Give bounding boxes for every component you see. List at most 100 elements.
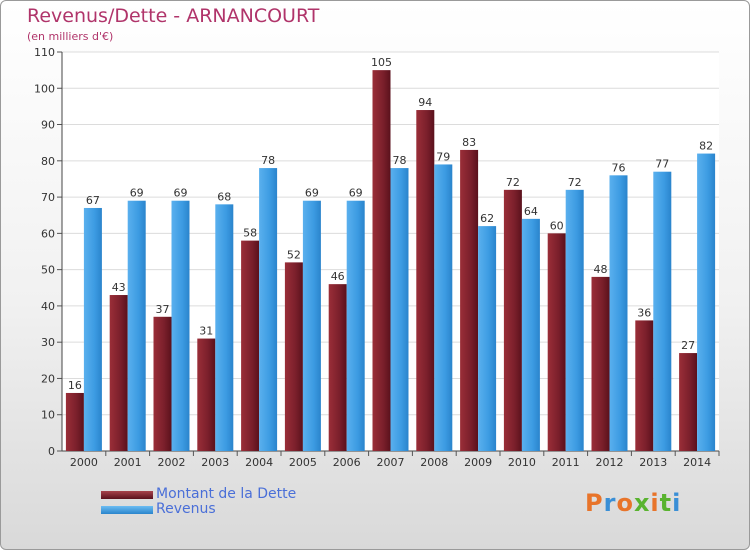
bar-dette — [547, 233, 566, 451]
data-label-dette: 37 — [156, 303, 170, 316]
bar-dette — [197, 338, 216, 451]
bar-revenus — [697, 153, 716, 451]
data-label-revenus: 77 — [655, 158, 669, 171]
bar-dette — [416, 110, 435, 451]
legend-item-dette: Montant de la Dette — [101, 487, 296, 502]
y-tick-label: 40 — [41, 300, 55, 313]
bar-dette — [153, 316, 172, 451]
data-label-revenus: 69 — [349, 187, 363, 200]
x-tick-label: 2006 — [333, 456, 361, 469]
bar-revenus — [478, 226, 497, 451]
legend-label-revenus: Revenus — [156, 501, 216, 517]
data-label-dette: 48 — [594, 263, 608, 276]
data-label-dette: 58 — [243, 227, 257, 240]
data-label-revenus: 62 — [480, 212, 494, 225]
data-label-revenus: 69 — [130, 187, 144, 200]
bar-revenus — [215, 204, 234, 451]
bar-revenus — [653, 171, 672, 451]
data-label-revenus: 79 — [436, 150, 450, 163]
data-label-dette: 60 — [550, 219, 564, 232]
logo-letter: x — [633, 489, 651, 517]
chart-subtitle: (en milliers d'€) — [27, 30, 114, 43]
x-tick-label: 2007 — [377, 456, 405, 469]
bar-dette — [109, 295, 128, 451]
data-label-dette: 94 — [418, 96, 432, 109]
data-label-dette: 83 — [462, 136, 476, 149]
bar-revenus — [390, 168, 409, 451]
y-tick-label: 10 — [41, 409, 55, 422]
x-tick-label: 2008 — [420, 456, 448, 469]
data-label-dette: 105 — [371, 56, 392, 69]
chart-title: Revenus/Dette - ARNANCOURT — [27, 5, 320, 27]
bar-revenus — [259, 168, 278, 451]
bar-revenus — [521, 218, 540, 451]
data-label-dette: 72 — [506, 176, 520, 189]
legend: Montant de la Dette Revenus — [101, 487, 296, 517]
bar-revenus — [346, 200, 365, 451]
x-tick-label: 2009 — [464, 456, 492, 469]
y-tick-label: 90 — [41, 119, 55, 132]
bar-dette — [679, 353, 698, 451]
legend-swatch-dette — [101, 490, 153, 499]
bar-revenus — [565, 189, 584, 451]
legend-item-revenus: Revenus — [101, 502, 296, 517]
y-tick-label: 110 — [34, 46, 55, 59]
x-tick-label: 2013 — [639, 456, 667, 469]
x-tick-label: 2003 — [201, 456, 229, 469]
data-label-revenus: 76 — [612, 161, 626, 174]
data-label-dette: 36 — [637, 306, 651, 319]
bar-revenus — [302, 200, 321, 451]
data-label-revenus: 67 — [86, 194, 100, 207]
data-label-revenus: 69 — [174, 187, 188, 200]
data-label-dette: 27 — [681, 339, 695, 352]
bar-dette — [460, 149, 479, 451]
logo-letter: t — [659, 489, 673, 517]
data-label-revenus: 64 — [524, 205, 538, 218]
logo-letter: i — [650, 489, 660, 517]
bar-dette — [241, 240, 260, 451]
data-label-revenus: 69 — [305, 187, 319, 200]
bar-revenus — [434, 164, 453, 452]
x-tick-label: 2004 — [245, 456, 273, 469]
data-label-dette: 46 — [331, 270, 345, 283]
logo-letter: i — [672, 489, 682, 517]
x-tick-label: 2014 — [683, 456, 711, 469]
data-label-dette: 16 — [68, 379, 82, 392]
x-tick-label: 2010 — [508, 456, 536, 469]
x-tick-label: 2001 — [114, 456, 142, 469]
bar-dette — [372, 70, 391, 452]
bar-dette — [635, 320, 654, 451]
legend-label-dette: Montant de la Dette — [156, 486, 297, 502]
x-tick-label: 2000 — [70, 456, 98, 469]
bar-revenus — [171, 200, 190, 451]
data-label-revenus: 68 — [217, 190, 231, 203]
proxiti-logo: Proxiti — [585, 489, 681, 517]
y-tick-label: 60 — [41, 227, 55, 240]
bar-dette — [65, 392, 84, 451]
x-tick-label: 2011 — [552, 456, 580, 469]
data-label-revenus: 72 — [568, 176, 582, 189]
bar-dette — [284, 262, 303, 451]
y-tick-label: 50 — [41, 264, 55, 277]
bar-dette — [591, 276, 610, 451]
x-tick-label: 2002 — [158, 456, 186, 469]
y-tick-label: 30 — [41, 336, 55, 349]
data-label-revenus: 82 — [699, 140, 713, 153]
x-tick-label: 2012 — [596, 456, 624, 469]
data-label-revenus: 78 — [261, 154, 275, 167]
bar-revenus — [83, 207, 102, 451]
data-label-dette: 31 — [199, 325, 213, 338]
logo-letter: r — [603, 489, 617, 517]
y-tick-label: 70 — [41, 191, 55, 204]
logo-letter: P — [585, 489, 604, 517]
legend-swatch-revenus — [101, 505, 153, 514]
y-tick-label: 20 — [41, 372, 55, 385]
bar-revenus — [609, 175, 628, 451]
y-tick-label: 80 — [41, 155, 55, 168]
x-tick-label: 2005 — [289, 456, 317, 469]
data-label-dette: 52 — [287, 248, 301, 261]
logo-letter: o — [616, 489, 634, 517]
bar-dette — [503, 189, 522, 451]
